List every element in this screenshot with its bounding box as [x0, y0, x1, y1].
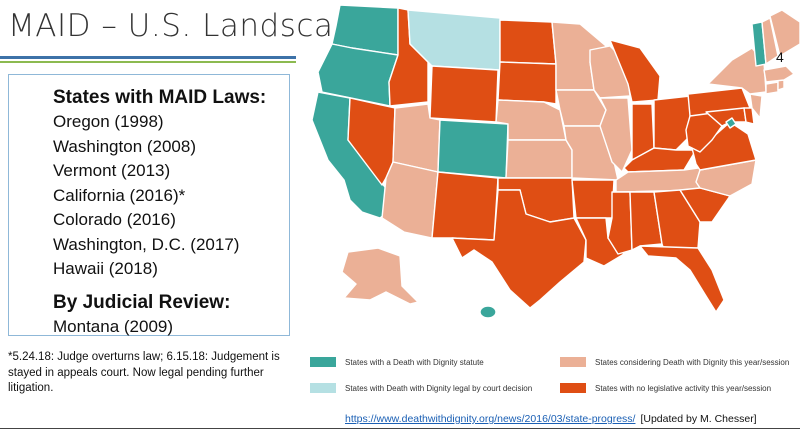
- state-NJ: [749, 93, 763, 119]
- legend-label: States with Death with Dignity legal by …: [345, 383, 533, 393]
- us-map: 4: [311, 4, 800, 319]
- state-KS: [505, 139, 573, 179]
- legend-label: States with a Death with Dignity statute: [345, 357, 484, 367]
- state-NM: [431, 171, 499, 241]
- source-line: https://www.deathwithdignity.org/news/20…: [345, 413, 757, 425]
- legend-statute: States with a Death with Dignity statute: [310, 357, 484, 367]
- title-rule-green: [0, 61, 296, 63]
- state-WY: [429, 65, 499, 123]
- maid-laws-box: States with MAID Laws: Oregon (1998) Was…: [8, 74, 290, 336]
- source-link[interactable]: https://www.deathwithdignity.org/news/20…: [345, 413, 636, 425]
- state-AK: [341, 247, 419, 305]
- law-state: California (2016)*: [53, 185, 186, 205]
- slide-title: MAID – U.S. Landscape: [8, 8, 374, 44]
- legend-label: States considering Death with Dignity th…: [595, 357, 790, 367]
- state-MA: [763, 65, 795, 83]
- state-NH: [761, 17, 779, 65]
- state-AL: [629, 191, 663, 251]
- state-DC: [725, 117, 737, 129]
- judicial-state: Montana (2009): [53, 316, 174, 336]
- state-FL: [639, 245, 725, 313]
- state-DE: [743, 107, 755, 125]
- state-MD: [705, 107, 747, 127]
- law-state: Washington, D.C. (2017): [53, 234, 240, 254]
- state-AR: [571, 179, 615, 219]
- legend-swatch: [310, 383, 336, 393]
- legend-swatch: [310, 357, 336, 367]
- state-TX: [451, 189, 587, 309]
- title-rule-blue: [0, 56, 296, 59]
- legend-considering: States considering Death with Dignity th…: [560, 357, 789, 367]
- maid-laws-heading: States with MAID Laws:: [53, 87, 267, 108]
- legend-swatch: [560, 357, 586, 367]
- state-layer: [311, 4, 800, 319]
- state-LA: [575, 217, 625, 267]
- state-MS: [607, 191, 633, 255]
- state-ND: [499, 19, 557, 65]
- source-note: [Updated by M. Chesser]: [640, 413, 757, 425]
- bottom-rule: [0, 428, 800, 429]
- legend-label: States with no legislative activity this…: [595, 383, 772, 393]
- map-marker: 4: [776, 49, 784, 65]
- state-CT: [765, 81, 779, 95]
- state-RI: [777, 79, 785, 91]
- law-state: Colorado (2016): [53, 210, 176, 229]
- legend-swatch: [560, 383, 586, 393]
- law-state: Oregon (1998): [53, 112, 164, 131]
- law-state: Vermont (2013): [53, 161, 171, 180]
- legend-court: States with Death with Dignity legal by …: [310, 383, 532, 393]
- law-state: Hawaii (2018): [53, 259, 158, 278]
- state-IL: [599, 97, 633, 173]
- footnote: *5.24.18: Judge overturns law; 6.15.18: …: [8, 351, 280, 394]
- legend-no-activity: States with no legislative activity this…: [560, 383, 771, 393]
- law-state: Washington (2008): [53, 136, 197, 156]
- state-HI: [479, 305, 497, 319]
- state-SD: [497, 61, 557, 105]
- state-ME: [769, 9, 800, 57]
- state-CO: [437, 119, 509, 179]
- state-AZ: [381, 161, 439, 239]
- state-SC: [679, 187, 731, 223]
- judicial-review-heading: By Judicial Review:: [53, 291, 231, 313]
- maid-laws-list: States with MAID Laws: Oregon (1998) Was…: [53, 85, 266, 339]
